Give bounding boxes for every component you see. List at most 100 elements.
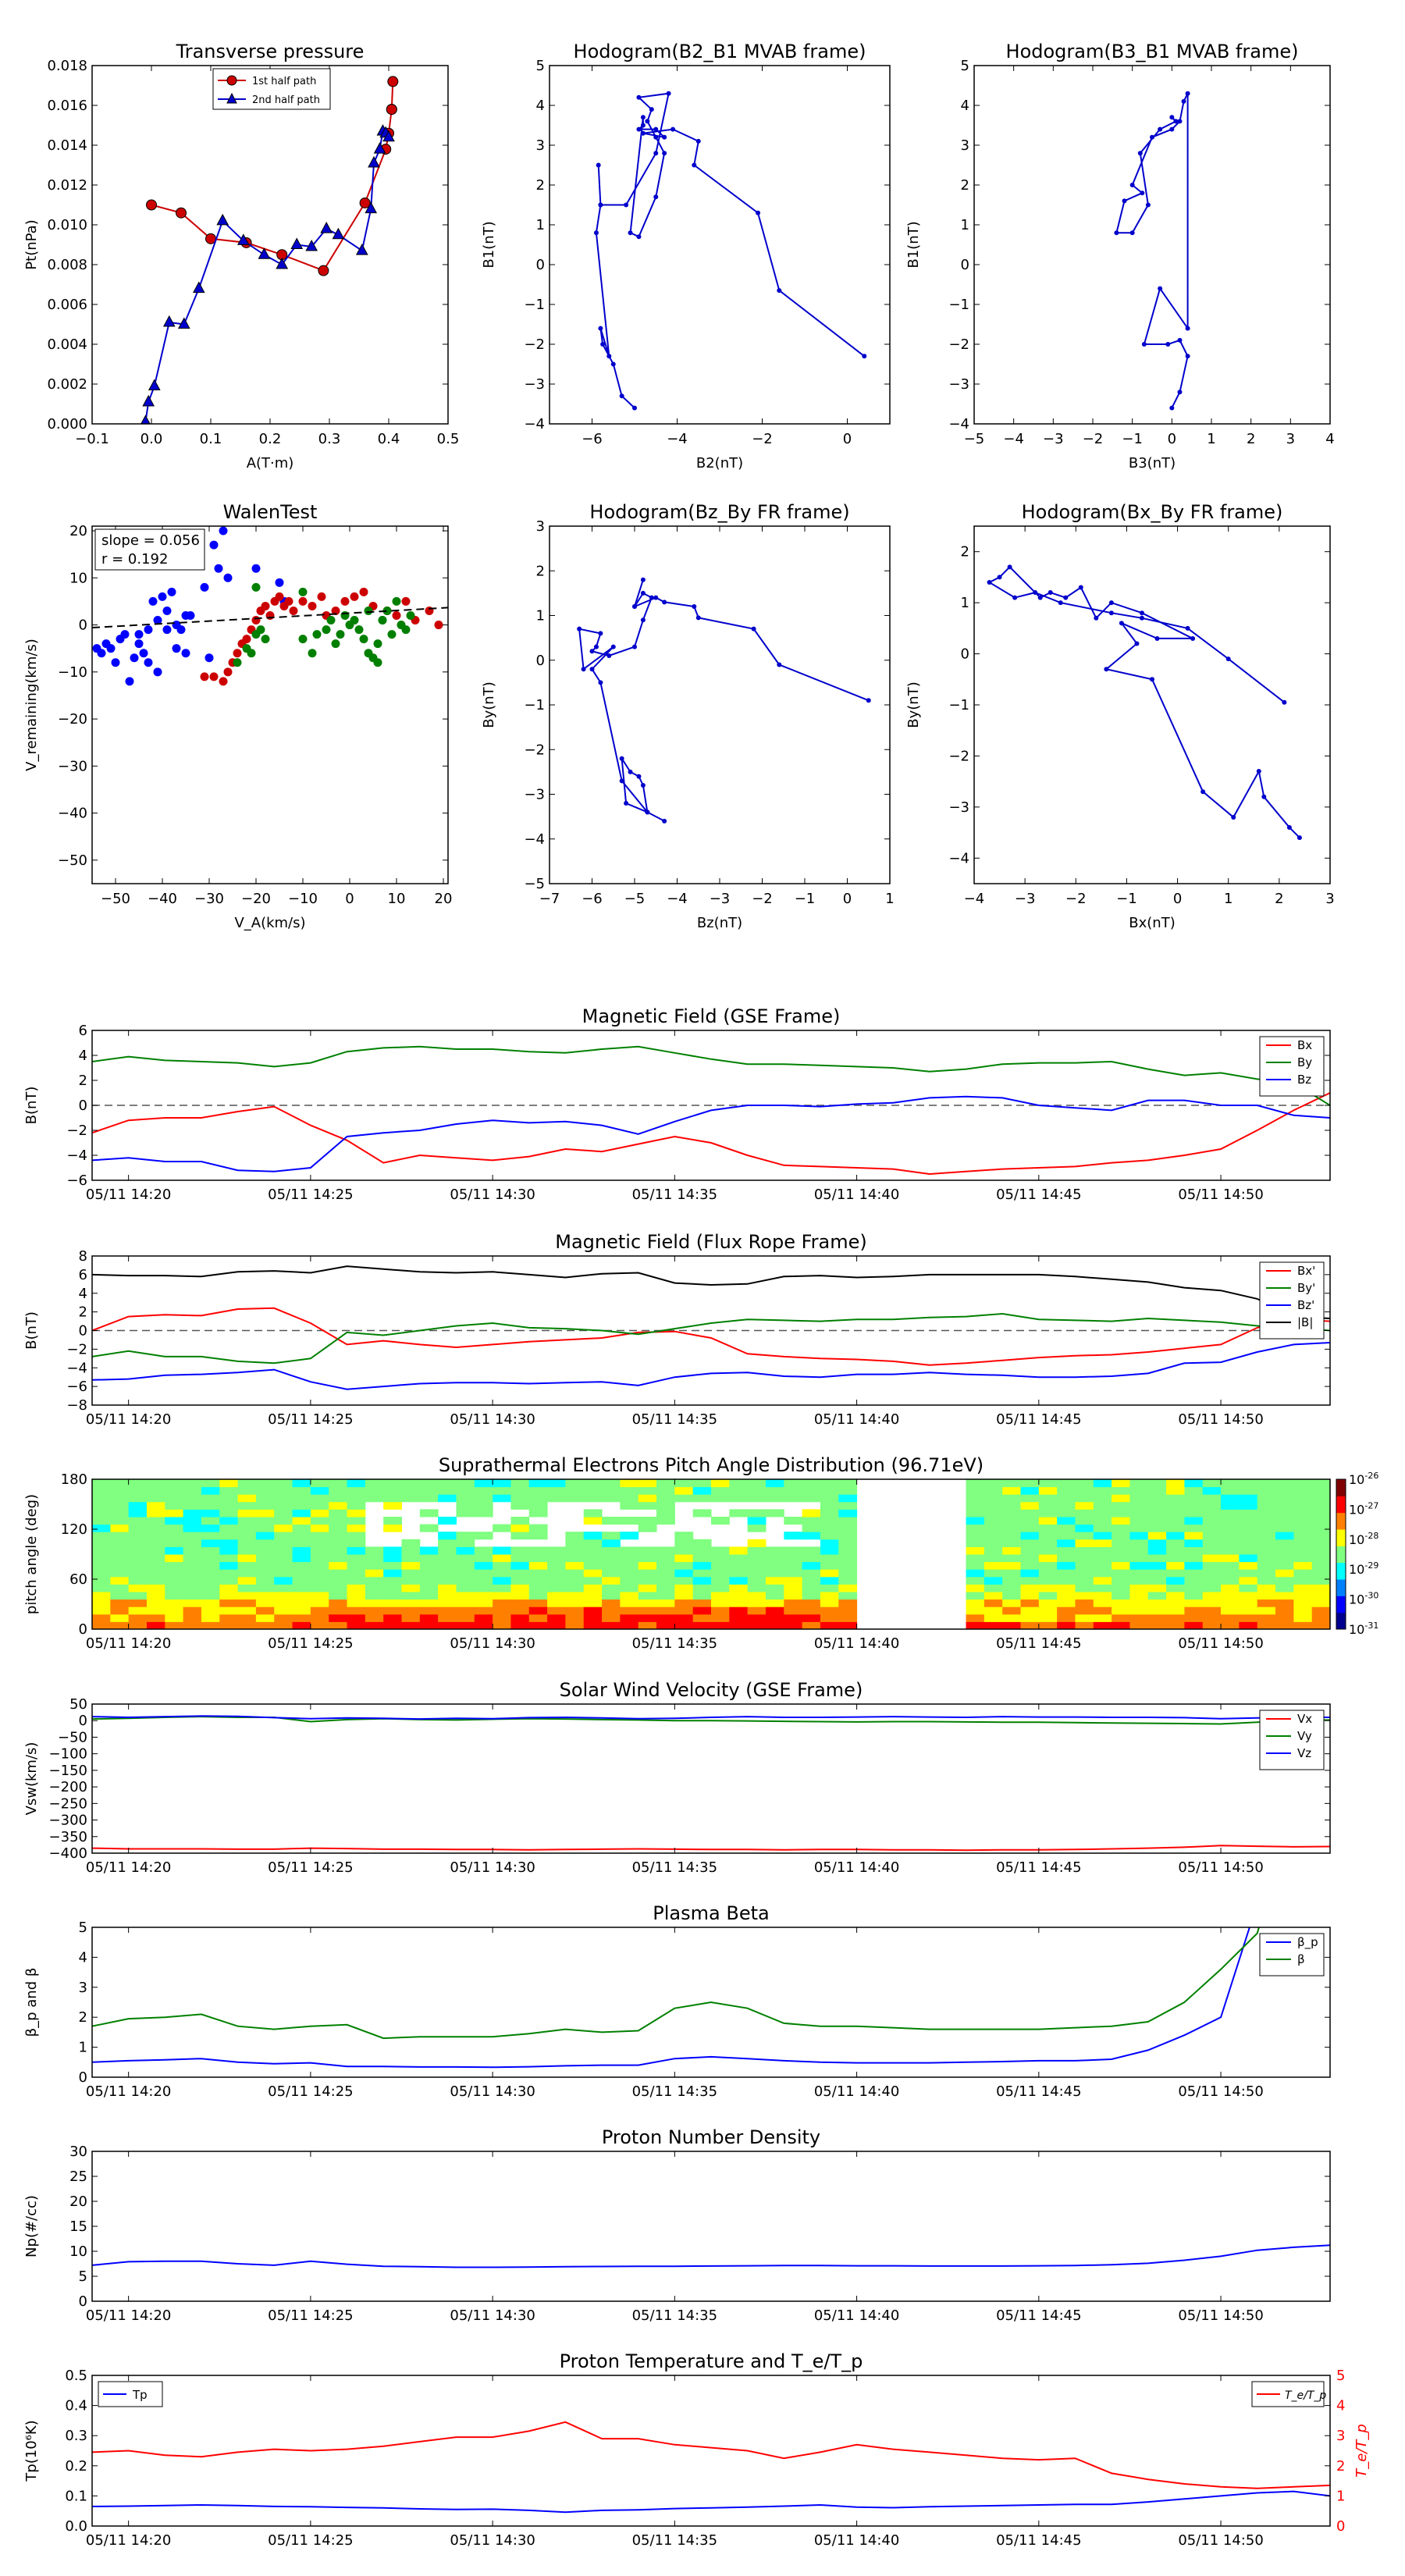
heatmap-cell <box>547 1486 566 1495</box>
y-tick-label: 3 <box>79 1980 87 1996</box>
heatmap-cell <box>638 1524 657 1532</box>
heatmap-cell <box>1184 1569 1204 1578</box>
heatmap-cell <box>237 1486 257 1495</box>
heatmap-cell <box>528 1501 548 1510</box>
heatmap-cell <box>638 1584 657 1592</box>
heatmap-cell <box>146 1592 165 1600</box>
heatmap-cell <box>128 1479 148 1488</box>
y-tick-label: 120 <box>61 1521 87 1538</box>
heatmap-cell <box>1093 1569 1112 1578</box>
data-point <box>987 579 992 585</box>
data-point <box>1104 667 1109 672</box>
heatmap-cell <box>711 1584 730 1592</box>
heatmap-cell <box>1239 1592 1258 1600</box>
data-point <box>628 769 633 774</box>
heatmap-cell <box>1020 1584 1040 1592</box>
heatmap-cell <box>165 1486 184 1495</box>
data-point <box>140 415 151 424</box>
heatmap-cell <box>765 1614 784 1622</box>
scatter-point <box>373 639 382 649</box>
heatmap-cell <box>110 1546 130 1555</box>
heatmap-cell <box>329 1539 348 1547</box>
x-axis-label: V_A(km/s) <box>234 915 305 931</box>
heatmap-cell <box>656 1606 675 1615</box>
heatmap-cell <box>1093 1546 1112 1555</box>
heatmap-cell <box>1275 1524 1294 1532</box>
heatmap-cell <box>1038 1501 1058 1510</box>
scatter-point <box>251 616 261 625</box>
heatmap-cell <box>1275 1494 1294 1503</box>
y-axis-label: Tp(10⁶K) <box>23 2420 40 2482</box>
heatmap-cell <box>1147 1554 1167 1563</box>
heatmap-cell <box>1184 1494 1204 1503</box>
y-axis-label: V_remaining(km/s) <box>23 639 40 771</box>
heatmap-cell <box>692 1569 712 1578</box>
heatmap-cell <box>1293 1554 1313 1563</box>
heatmap-cell <box>1311 1576 1331 1585</box>
scatter-point <box>162 625 172 635</box>
heatmap-cell <box>984 1584 1003 1592</box>
heatmap-cell <box>692 1599 712 1607</box>
scatter-point <box>317 592 326 601</box>
y-tick-label: 50 <box>69 1696 87 1713</box>
x-axis-label: Bx(nT) <box>1129 915 1175 931</box>
x-axis-label: A(T·m) <box>247 455 294 471</box>
heatmap-cell <box>1239 1561 1258 1570</box>
heatmap-cell <box>237 1576 257 1585</box>
plot-area <box>92 2421 1330 2514</box>
heatmap-cell <box>1129 1576 1149 1585</box>
heatmap-cell <box>620 1621 639 1630</box>
x-tick-label: 0.0 <box>140 431 163 447</box>
heatmap-cell <box>547 1546 566 1555</box>
heatmap-cell <box>1075 1509 1094 1517</box>
heatmap-cell <box>1093 1584 1112 1592</box>
heatmap-cell <box>747 1517 767 1525</box>
heatmap-cell <box>1129 1599 1149 1607</box>
heatmap-cell <box>966 1569 985 1578</box>
heatmap-cell <box>1147 1569 1167 1578</box>
heatmap-cell <box>602 1486 621 1495</box>
heatmap-cell <box>474 1479 493 1488</box>
time-tick-label: 05/11 14:25 <box>268 1187 353 1203</box>
heatmap-cell <box>1221 1621 1240 1630</box>
heatmap-cell <box>620 1584 639 1592</box>
heatmap-cell <box>674 1532 694 1540</box>
series-line <box>595 92 865 409</box>
heatmap-cell <box>1184 1539 1204 1547</box>
heatmap-cell <box>1129 1546 1149 1555</box>
heatmap-cell <box>146 1539 165 1547</box>
heatmap-cell <box>1166 1621 1185 1630</box>
x-tick-label: 2 <box>1275 891 1283 907</box>
heatmap-cell <box>1311 1532 1331 1540</box>
heatmap-cell <box>510 1599 530 1607</box>
y-tick-label: 5 <box>79 1920 87 1936</box>
heatmap-cell <box>310 1486 329 1495</box>
heatmap-cell <box>528 1546 548 1555</box>
chart-title: WalenTest <box>223 501 318 523</box>
heatmap-cell <box>165 1554 184 1563</box>
heatmap-cell <box>1002 1569 1021 1578</box>
data-point <box>177 317 190 329</box>
heatmap-cell <box>583 1599 603 1607</box>
plot-area <box>92 1715 1330 1852</box>
time-tick-label: 05/11 14:30 <box>450 2307 535 2324</box>
heatmap-cell <box>692 1621 712 1630</box>
heatmap-cell <box>165 1621 184 1630</box>
time-tick-label: 05/11 14:50 <box>1178 2532 1263 2549</box>
data-point <box>632 644 637 649</box>
heatmap-cell <box>1239 1606 1258 1615</box>
heatmap-cell <box>565 1479 585 1488</box>
heatmap-cell <box>128 1614 148 1622</box>
heatmap-cell <box>692 1592 712 1600</box>
heatmap-cells <box>92 1479 1331 1630</box>
heatmap-cell <box>711 1546 730 1555</box>
heatmap-cell <box>1275 1517 1294 1525</box>
heatmap-cell <box>638 1592 657 1600</box>
heatmap-cell <box>1293 1509 1313 1517</box>
heatmap-cell <box>1202 1501 1222 1510</box>
x-tick-label: 0 <box>843 891 852 907</box>
heatmap-cell <box>966 1606 985 1615</box>
scatter-point <box>373 658 382 667</box>
heatmap-cell <box>1275 1592 1294 1600</box>
y-tick-label: 20 <box>69 2194 87 2210</box>
